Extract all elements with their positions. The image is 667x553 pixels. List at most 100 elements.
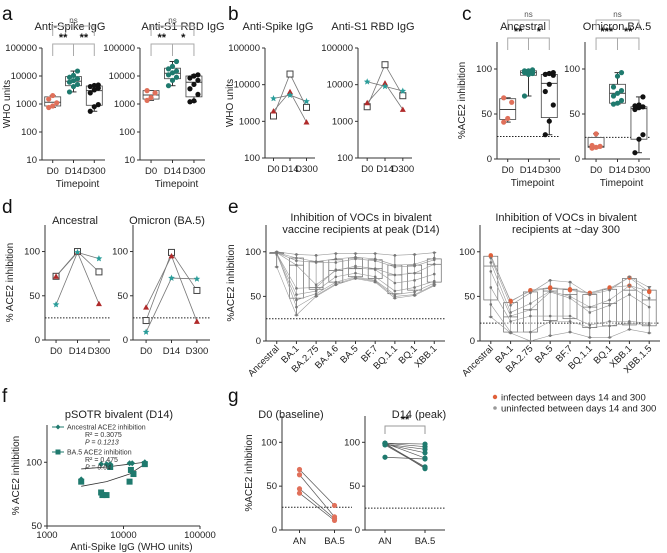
y-tick-label: 10: [124, 155, 135, 166]
y-tick-label: 50: [349, 481, 360, 492]
x-tick-label: Ancestral: [460, 343, 496, 379]
x-tick-label: BA.5: [533, 343, 555, 365]
data-point: [632, 150, 638, 156]
data-point: [373, 252, 377, 255]
data-point: [509, 320, 512, 323]
pair-line: [384, 442, 426, 459]
pair-line: [384, 442, 426, 448]
data-point: [295, 263, 298, 267]
pair-line: [299, 469, 335, 506]
data-point: [373, 259, 377, 262]
y-tick-label: 100000: [103, 43, 135, 54]
chart-title: Inhibition of VOCs in bivalent: [495, 212, 636, 224]
data-point: [509, 314, 512, 318]
data-point: [628, 293, 631, 296]
data-point: [618, 97, 625, 104]
data-point-square: [141, 461, 148, 468]
chart-c1: 0 50 100 %ACE2 inhibition Ancestral D0 D14 D300…: [457, 10, 561, 189]
x-tick-label: D14: [163, 346, 180, 357]
panel-labels: a b c d e f g: [2, 4, 472, 407]
data-point: [354, 252, 357, 255]
significance-label: **: [80, 32, 89, 44]
data-point: [647, 286, 651, 289]
data-point: [521, 68, 528, 74]
data-point: [334, 283, 338, 287]
chart-e2: 0 50 100 Inhibition of VOCs in bivalentreci…: [459, 212, 660, 379]
chart-title: Ancestral: [500, 21, 546, 33]
data-point-square: [142, 317, 150, 325]
data-point: [548, 314, 552, 318]
box: [426, 258, 442, 283]
y-axis-label: %ACE2 inhibition: [244, 434, 255, 511]
data-point: [382, 442, 388, 448]
box: [540, 74, 558, 119]
data-point: [74, 76, 81, 82]
data-point: [628, 321, 631, 325]
data-point: [588, 326, 592, 329]
data-point: [169, 63, 176, 70]
data-point: [295, 256, 298, 260]
data-point: [393, 265, 397, 269]
data-point: [275, 251, 279, 254]
y-tick-label: 100: [112, 247, 128, 258]
data-point: [489, 315, 493, 319]
x-tick-label: BA.5: [338, 343, 360, 365]
y-tick-label: 10: [26, 155, 37, 166]
x-tick-label: D0: [140, 346, 152, 357]
legend-infected-marker: [492, 394, 498, 400]
box: [503, 302, 518, 333]
x-tick-label: D300: [88, 346, 111, 357]
x-axis-label: Timepoint: [600, 178, 644, 189]
y-tick-label: 50: [31, 521, 42, 532]
data-point: [144, 88, 150, 94]
data-point: [608, 320, 611, 323]
data-point-square: [78, 478, 85, 485]
series-line: [55, 251, 100, 305]
data-point: [588, 323, 592, 327]
pair-line: [384, 443, 426, 450]
chart-g2: 0 50 100 D14 (peak) AN BA.5 **: [344, 409, 446, 547]
x-tick-label: D300: [186, 346, 209, 357]
chart-title: D0 (baseline): [258, 409, 323, 421]
data-point-triangle: [287, 88, 293, 95]
chart-title: Omicron BA.5: [583, 21, 651, 33]
chart-b1: 100 1000 10000 100000 WHO units Anti-Spike Ig…: [225, 21, 318, 175]
y-tick-label: 1000: [114, 99, 135, 110]
significance-bracket: [52, 43, 74, 56]
data-point: [593, 144, 599, 150]
data-point: [546, 118, 552, 124]
chart-title: vaccine recipients at peak (D14): [282, 224, 439, 236]
x-tick-label: D300: [538, 165, 561, 176]
x-tick-label: D14: [520, 165, 537, 176]
data-point: [70, 83, 77, 90]
data-point: [296, 486, 303, 492]
data-point: [314, 261, 318, 264]
legend-r2: R² = 0.475: [85, 457, 118, 464]
data-point-square: [99, 492, 106, 499]
data-point: [489, 256, 493, 260]
chart-title: Anti-S1 RBD IgG: [141, 21, 224, 33]
y-tick-label: 50: [464, 291, 475, 302]
data-point: [647, 323, 651, 327]
data-point: [647, 289, 652, 295]
data-point: [567, 287, 573, 293]
series-line: [145, 251, 198, 321]
data-point: [546, 81, 552, 87]
data-point: [70, 78, 77, 84]
x-tick-label: D0: [47, 166, 59, 177]
data-point: [413, 286, 416, 289]
box: [562, 288, 578, 320]
data-point: [373, 257, 377, 261]
significance-bracket: [150, 43, 173, 56]
x-tick-label: D300: [391, 164, 414, 175]
significance-bracket: [52, 25, 95, 36]
data-point: [334, 261, 338, 264]
data-point: [432, 262, 436, 266]
pair-line: [384, 444, 426, 469]
y-tick-label: 1000: [16, 99, 37, 110]
data-point: [148, 94, 154, 101]
data-point-square: [286, 70, 294, 78]
data-point: [432, 281, 436, 285]
y-axis-label: % ACE2 inhibition: [5, 243, 16, 323]
